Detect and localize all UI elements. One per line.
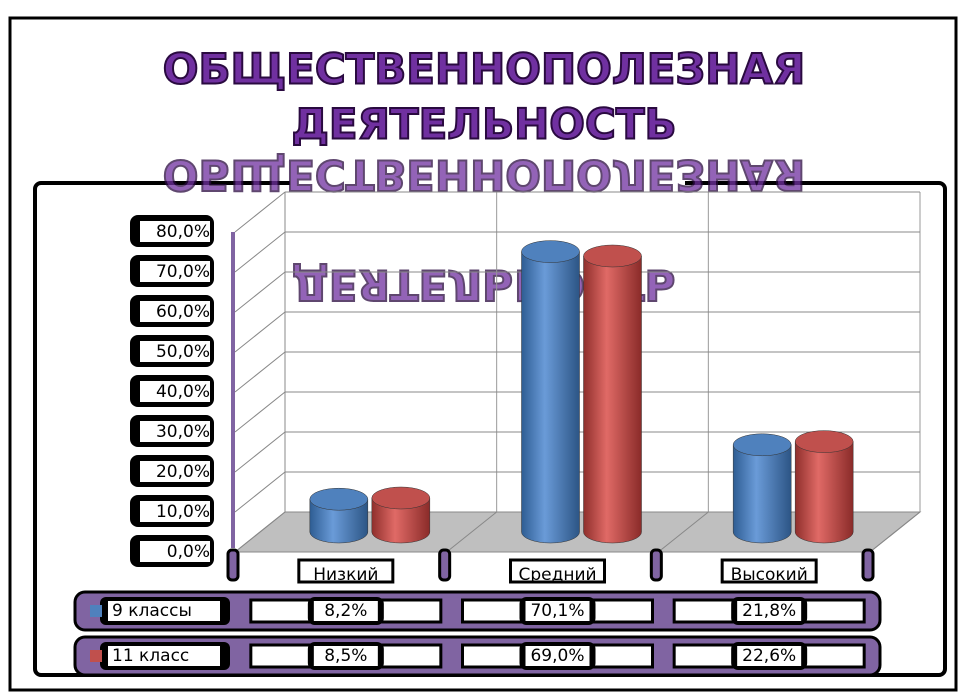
bar: [794, 441, 854, 544]
legend-key: [90, 650, 102, 662]
tick-box: [140, 381, 210, 402]
tick-box: [140, 421, 210, 442]
bar-top: [732, 433, 792, 457]
y-tick-label: 80,0%: [156, 222, 210, 242]
x-tick-label: Средний: [518, 565, 596, 585]
floor-divider: [869, 511, 921, 553]
value-label: 8,2%: [324, 601, 367, 621]
grid-line: [234, 191, 286, 233]
category-box: [297, 558, 395, 584]
value-label: 22,6%: [742, 646, 796, 666]
purple-post: [861, 548, 875, 582]
value-box-inner: [313, 646, 378, 666]
y-tick-label: 20,0%: [156, 462, 210, 482]
value-label: 21,8%: [742, 601, 796, 621]
tick-box: [140, 341, 210, 362]
bar: [521, 251, 580, 544]
legend-key: [90, 605, 102, 617]
tick-box: [140, 301, 210, 322]
value-label: 69,0%: [530, 646, 584, 666]
y-tick-label: 10,0%: [156, 502, 210, 522]
y-tick-label: 0,0%: [167, 542, 210, 562]
x-tick-label: Высокий: [731, 565, 808, 585]
legend-label: 11 класс: [112, 646, 189, 666]
bar: [583, 255, 642, 544]
bar-top: [521, 240, 580, 263]
legend-label: 9 классы: [112, 601, 192, 621]
outer-frame: [8, 16, 958, 692]
grid-line: [234, 431, 286, 473]
category-box: [720, 558, 818, 584]
title-gap: [290, 170, 685, 190]
y-tick-label: 70,0%: [156, 262, 210, 282]
tick-box: [140, 461, 210, 482]
value-box-inner: [737, 601, 802, 621]
bar: [309, 498, 369, 544]
bar-top: [309, 487, 369, 511]
bar-top: [583, 244, 642, 268]
value-box-inner: [525, 601, 590, 621]
legend-label-box: [108, 601, 220, 621]
value-label: 8,5%: [324, 646, 367, 666]
chart-title: ОБЩЕСТВЕННОПОЛЕЗНАЯ: [163, 45, 806, 94]
tick-box: [140, 221, 210, 242]
bar-top: [794, 430, 854, 453]
legend-label-box: [108, 646, 220, 666]
bar-top: [371, 486, 431, 510]
y-tick-label: 40,0%: [156, 382, 210, 402]
y-tick-label: 30,0%: [156, 422, 210, 442]
tick-box: [140, 541, 210, 562]
tick-box: [140, 261, 210, 282]
value-box-inner: [313, 601, 378, 621]
bar: [732, 444, 792, 544]
grid-line: [234, 391, 286, 433]
grid-line: [234, 311, 286, 353]
tick-box: [140, 501, 210, 522]
category-box: [509, 558, 606, 584]
grid-line: [234, 471, 286, 513]
y-tick-label: 50,0%: [156, 342, 210, 362]
purple-post: [226, 548, 240, 582]
x-tick-label: Низкий: [313, 565, 378, 585]
grid-line: [234, 231, 286, 273]
value-label: 70,1%: [530, 601, 584, 621]
value-box-inner: [737, 646, 802, 666]
purple-post: [649, 548, 663, 582]
grid-line: [234, 271, 286, 313]
grid-line: [234, 511, 286, 553]
grid-line: [234, 351, 286, 393]
y-tick-label: 60,0%: [156, 302, 210, 322]
floor-divider: [658, 511, 709, 553]
bar: [371, 497, 431, 544]
chart-title: ДЕЯТЕЛЬНОСТЬ: [291, 100, 676, 149]
value-box-inner: [525, 646, 590, 666]
floor-divider: [446, 511, 497, 553]
purple-post: [438, 548, 452, 582]
